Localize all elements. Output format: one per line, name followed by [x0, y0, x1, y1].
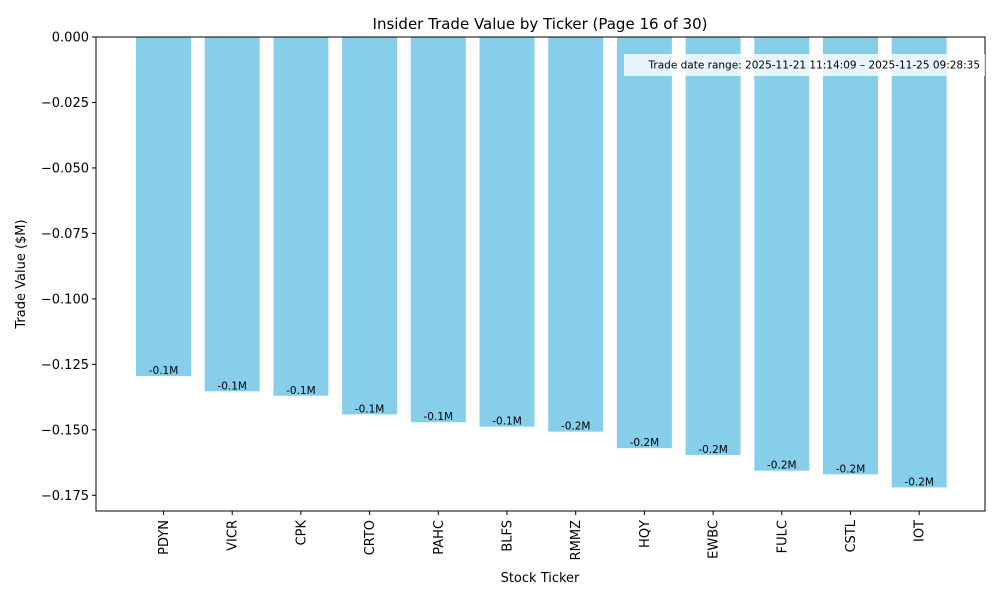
bars-layer — [136, 37, 947, 488]
data-label-pahc: -0.1M — [424, 411, 454, 423]
data-label-cpk: -0.1M — [286, 385, 316, 397]
y-tick-label: 0.000 — [52, 31, 89, 46]
x-tick-label-rmmz: RMMZ — [569, 520, 584, 560]
x-tick-label-cpk: CPK — [294, 520, 309, 546]
x-tick-label-fulc: FULC — [775, 520, 790, 553]
y-ticks-layer: 0.000 −0.025 −0.050 −0.075 −0.100 −0.125 −0.15… — [41, 31, 96, 504]
chart-title: Insider Trade Value by Ticker (Page 16 o… — [373, 15, 708, 33]
data-label-rmmz: -0.2M — [561, 421, 591, 433]
annotation-box — [624, 54, 985, 76]
data-label-vicr: -0.1M — [217, 380, 247, 392]
x-tick-label-blfs: BLFS — [501, 520, 516, 552]
y-axis-label: Trade Value ($M) — [14, 219, 29, 329]
bar-crto — [342, 37, 398, 415]
y-tick-label: −0.125 — [41, 358, 89, 373]
y-tick-label: −0.150 — [41, 423, 89, 438]
bar-pdyn — [136, 37, 191, 377]
bar-ewbc — [685, 37, 741, 455]
data-labels-layer: -0.1M -0.1M -0.1M -0.1M -0.1M -0.1M -0.2M -0.2M… — [149, 365, 934, 488]
x-tick-label-iot: IOT — [913, 520, 928, 542]
x-tick-label-crto: CRTO — [363, 520, 378, 555]
bar-blfs — [479, 37, 535, 427]
x-tick-label-cstl: CSTL — [844, 519, 859, 552]
date-range-annotation: Trade date range: 2025-11-21 11:14:09 – … — [624, 54, 985, 76]
bar-iot — [891, 37, 947, 488]
y-tick-label: −0.175 — [41, 489, 89, 504]
x-tick-label-ewbc: EWBC — [707, 520, 722, 559]
bar-cpk — [273, 37, 329, 396]
bar-vicr — [204, 37, 260, 392]
bar-cstl — [823, 37, 878, 475]
y-tick-label: −0.100 — [41, 292, 89, 307]
data-label-iot: -0.2M — [904, 476, 934, 488]
y-tick-label: −0.050 — [41, 161, 89, 176]
data-label-cstl: -0.2M — [836, 463, 866, 475]
data-label-ewbc: -0.2M — [698, 444, 728, 456]
x-tick-label-vicr: VICR — [226, 520, 241, 551]
data-label-fulc: -0.2M — [767, 460, 797, 472]
x-ticks-layer: PDYN VICR CPK CRTO PAHC BLFS RMMZ HQY EWBC FULC CS… — [157, 511, 928, 560]
y-tick-label: −0.025 — [41, 96, 89, 111]
bar-pahc — [410, 37, 466, 423]
axes-layer — [95, 36, 986, 512]
annotation-text: Trade date range: 2025-11-21 11:14:09 – … — [648, 60, 980, 72]
y-tick-label: −0.075 — [41, 227, 89, 242]
bar-rmmz — [548, 37, 604, 432]
x-tick-label-pahc: PAHC — [432, 520, 447, 555]
x-tick-label-hqy: HQY — [638, 520, 653, 548]
data-label-pdyn: -0.1M — [149, 365, 179, 377]
x-axis-label: Stock Ticker — [501, 571, 580, 586]
x-tick-label-pdyn: PDYN — [157, 520, 172, 555]
data-label-hqy: -0.2M — [630, 437, 660, 449]
bar-fulc — [754, 37, 810, 471]
data-label-crto: -0.1M — [355, 403, 385, 415]
plot-frame — [95, 36, 986, 512]
data-label-blfs: -0.1M — [492, 416, 522, 428]
bar-hqy — [616, 37, 672, 449]
